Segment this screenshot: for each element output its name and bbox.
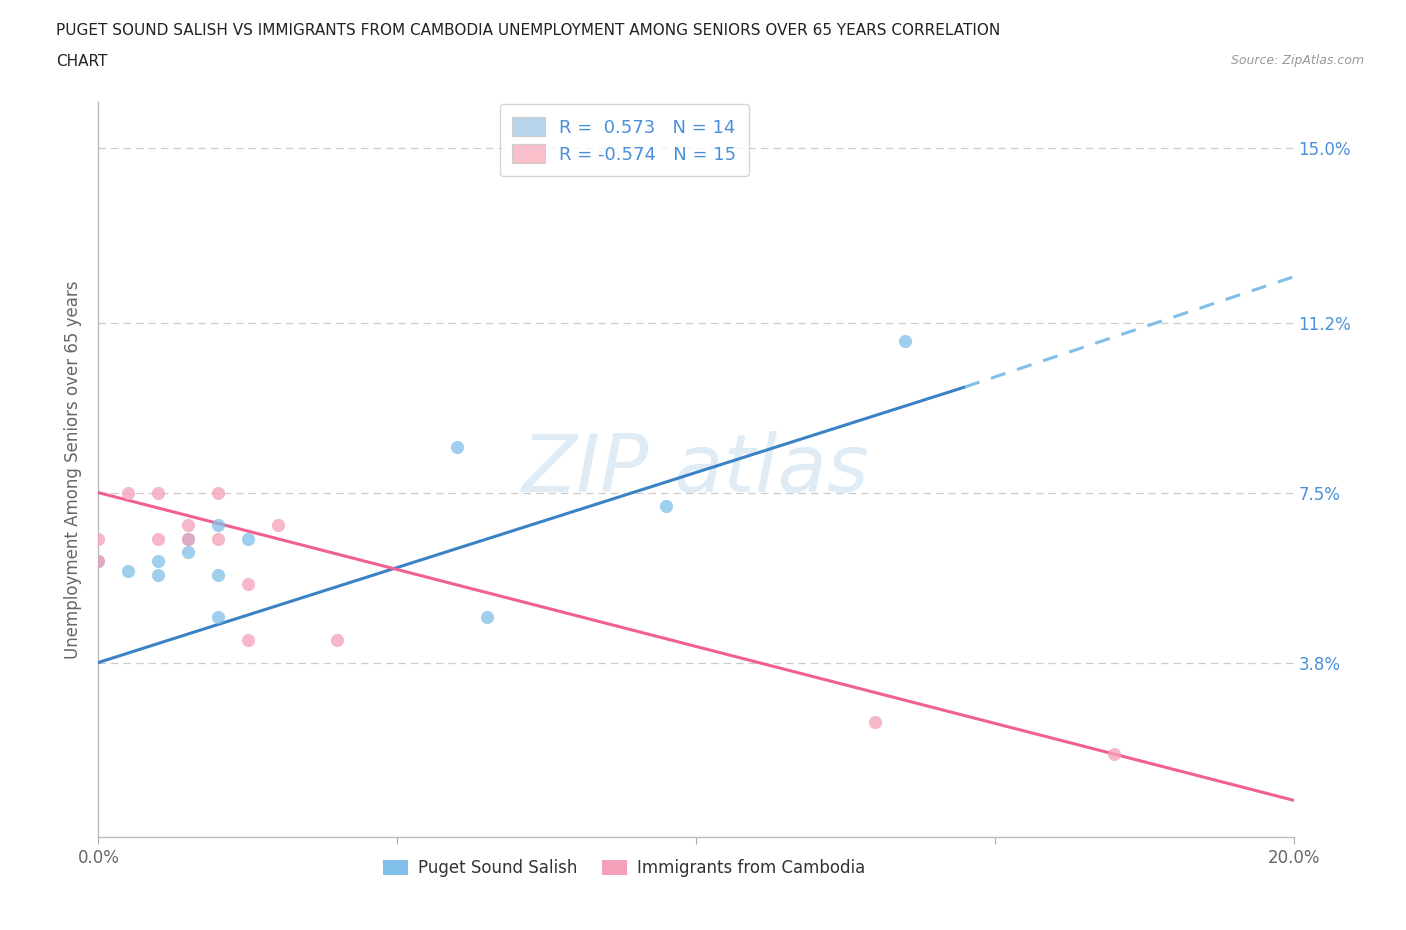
Point bbox=[148, 531, 170, 546]
Point bbox=[87, 554, 110, 569]
Point bbox=[475, 609, 498, 624]
Point bbox=[326, 632, 349, 647]
Point bbox=[177, 531, 200, 546]
Point bbox=[87, 554, 110, 569]
Point bbox=[655, 498, 678, 513]
Text: Source: ZipAtlas.com: Source: ZipAtlas.com bbox=[1230, 54, 1364, 67]
Point bbox=[894, 334, 917, 349]
Point bbox=[177, 531, 200, 546]
Point bbox=[87, 531, 110, 546]
Point bbox=[177, 517, 200, 532]
Point bbox=[148, 485, 170, 500]
Point bbox=[207, 531, 229, 546]
Point bbox=[236, 632, 259, 647]
Text: PUGET SOUND SALISH VS IMMIGRANTS FROM CAMBODIA UNEMPLOYMENT AMONG SENIORS OVER 6: PUGET SOUND SALISH VS IMMIGRANTS FROM CA… bbox=[56, 23, 1001, 38]
Y-axis label: Unemployment Among Seniors over 65 years: Unemployment Among Seniors over 65 years bbox=[63, 281, 82, 658]
Point bbox=[177, 545, 200, 560]
Point bbox=[117, 564, 139, 578]
Point bbox=[148, 568, 170, 583]
Point bbox=[446, 439, 468, 454]
Point bbox=[207, 609, 229, 624]
Point bbox=[148, 554, 170, 569]
Point bbox=[267, 517, 290, 532]
Point bbox=[236, 531, 259, 546]
Text: CHART: CHART bbox=[56, 54, 108, 69]
Legend: Puget Sound Salish, Immigrants from Cambodia: Puget Sound Salish, Immigrants from Camb… bbox=[377, 853, 872, 884]
Point bbox=[865, 715, 887, 730]
Text: ZIP atlas: ZIP atlas bbox=[522, 431, 870, 509]
Point bbox=[207, 485, 229, 500]
Point bbox=[117, 485, 139, 500]
Point bbox=[236, 577, 259, 591]
Point bbox=[1104, 747, 1126, 762]
Point bbox=[207, 568, 229, 583]
Point bbox=[207, 517, 229, 532]
